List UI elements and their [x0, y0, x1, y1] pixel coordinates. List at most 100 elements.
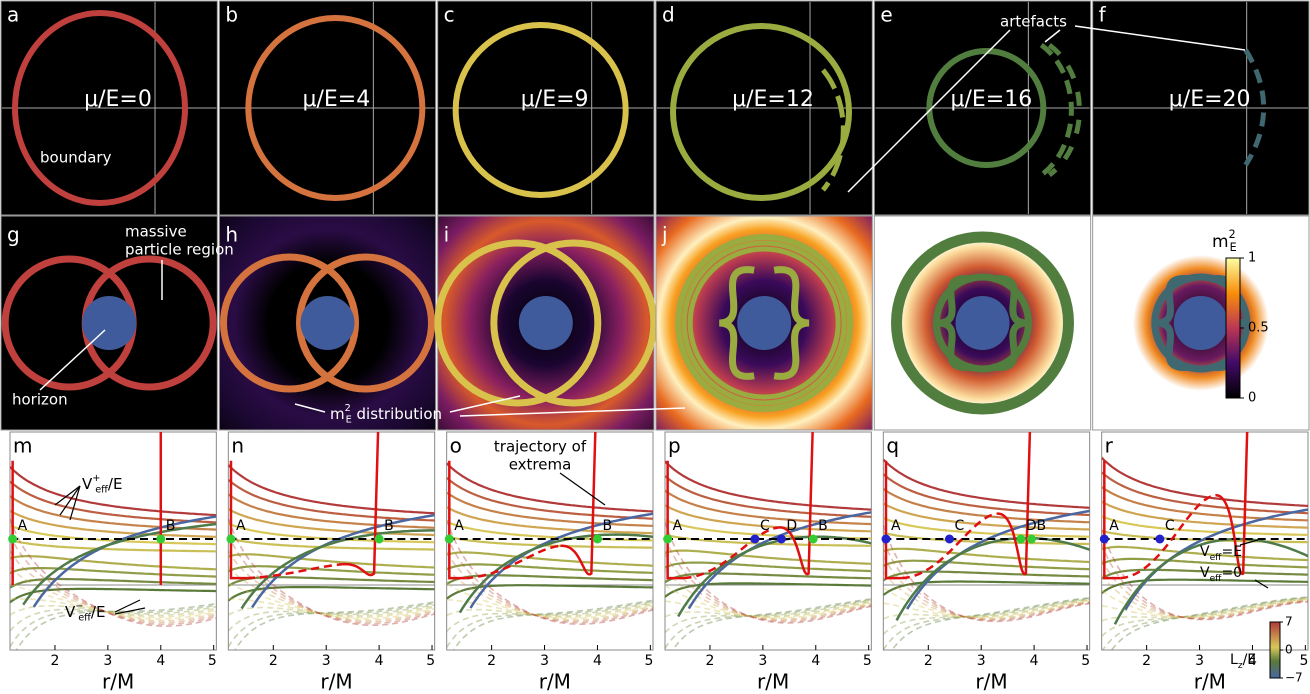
panel-letter: f: [1099, 3, 1107, 27]
panel-letter: j: [661, 223, 668, 247]
panel-letter: b: [225, 3, 238, 27]
veff-minus: [883, 556, 1090, 621]
annotation-line: [294, 403, 326, 413]
mu-label: μ/E=20: [1169, 87, 1251, 112]
veff-plus: [10, 524, 217, 546]
distribution-label-sup: 2: [345, 403, 351, 414]
point-label: D: [1026, 518, 1037, 534]
veff-plus: [665, 572, 872, 584]
veff-plus: [1101, 578, 1308, 595]
extremum-point: [1016, 534, 1026, 544]
veff-plus: [446, 563, 653, 574]
trajectory: [1215, 432, 1249, 575]
veff-plus: [446, 584, 653, 600]
colorbar-tick-label: 0.5: [1248, 321, 1269, 336]
veff-minus: [891, 597, 1090, 650]
veff-minus: [446, 551, 653, 623]
veff-plus: [10, 480, 217, 524]
artefact: [1039, 42, 1074, 178]
veff-plus: [883, 580, 1090, 596]
distribution-label-base: m: [330, 405, 345, 423]
veff-minus: [10, 518, 217, 628]
boundary-ring: [452, 22, 629, 198]
extremum-point: [8, 534, 18, 544]
colorbar: [1269, 621, 1281, 679]
point-label: B: [602, 518, 612, 534]
point-label: B: [166, 518, 176, 534]
veff-minus: [1110, 596, 1308, 650]
extremum-point: [156, 534, 166, 544]
veff-minus: [234, 601, 435, 650]
veffE-label: Veff=E: [1200, 544, 1242, 562]
panel-letter: g: [7, 223, 20, 247]
veff-plus: [228, 508, 435, 537]
x-tick-label: 2: [706, 653, 715, 669]
x-tick-label: 2: [51, 653, 60, 669]
veff-plus: [883, 458, 1090, 509]
region-ring: [490, 239, 658, 407]
trajectory: [1120, 494, 1216, 580]
panel-letter: h: [225, 223, 238, 247]
trajectory: [666, 460, 684, 580]
trajectory: [560, 432, 597, 576]
extremum-point: [808, 534, 818, 544]
veff-minus: [665, 600, 872, 618]
trajectory: [1103, 460, 1121, 580]
green-curve: [240, 529, 435, 610]
colorbar-title: Lz/E: [1230, 652, 1256, 670]
colorbar-title: m2 E: [1212, 228, 1237, 254]
region-ring: [1151, 273, 1251, 373]
veff-plus: [883, 547, 1090, 564]
extremum-point: [1099, 534, 1109, 544]
veff-minus: [228, 598, 435, 618]
veff-plus: [1101, 486, 1308, 522]
x-tick-label: 4: [811, 653, 820, 669]
veff-plus: [665, 489, 872, 526]
veff-minus: [10, 598, 217, 618]
point-label: D: [786, 518, 797, 534]
point-label: B: [818, 518, 828, 534]
veff-plus: [10, 555, 217, 571]
x-tick-label: 4: [593, 653, 602, 669]
veff-minus: [665, 600, 872, 618]
panel-letter: l: [1099, 223, 1105, 247]
annotation-line: [69, 485, 81, 521]
veffE-label-base: V: [1200, 544, 1210, 560]
panel-letter: e: [880, 3, 892, 27]
trajectory: [465, 544, 561, 580]
x-tick-label: 5: [426, 653, 435, 669]
extremum-point: [1026, 534, 1036, 544]
artefacts-label: artefacts: [1000, 13, 1067, 31]
region-ring: [933, 273, 1032, 373]
veff-minus: [10, 605, 217, 617]
extremum-point: [592, 534, 602, 544]
extremum-point: [881, 534, 891, 544]
region-ring: [687, 246, 841, 400]
blue-curve: [906, 509, 1090, 610]
veff-plus: [446, 551, 653, 567]
veff-minus: [883, 571, 1090, 620]
horizon: [300, 296, 355, 350]
veff-minus: [671, 598, 872, 650]
colorbar-title-sup: 2: [1229, 228, 1236, 241]
vminus-label-base: V: [65, 603, 76, 621]
x-tick-label: 4: [156, 653, 165, 669]
veff-plus: [446, 535, 653, 549]
trajectory: [341, 432, 380, 577]
panel-letter: m: [13, 434, 32, 458]
veff-minus: [883, 597, 1090, 650]
plot-area: [446, 432, 653, 650]
veff0-label-base: V: [1200, 565, 1210, 581]
vplus-label: V+ eff/E: [82, 473, 122, 495]
veff-plus: [665, 460, 872, 511]
colorbar-tick-label: 0: [1285, 643, 1293, 657]
distribution-label: m2 E distribution: [330, 403, 442, 425]
point-label: B: [1036, 518, 1046, 534]
x-tick-label: 5: [1081, 653, 1090, 669]
veff-minus: [10, 606, 217, 632]
veff-minus: [228, 550, 435, 623]
veff-minus: [15, 602, 217, 650]
vplus-label-rest: /E: [108, 475, 123, 493]
annotation-line: [1254, 579, 1269, 589]
region-ring: [675, 234, 854, 412]
